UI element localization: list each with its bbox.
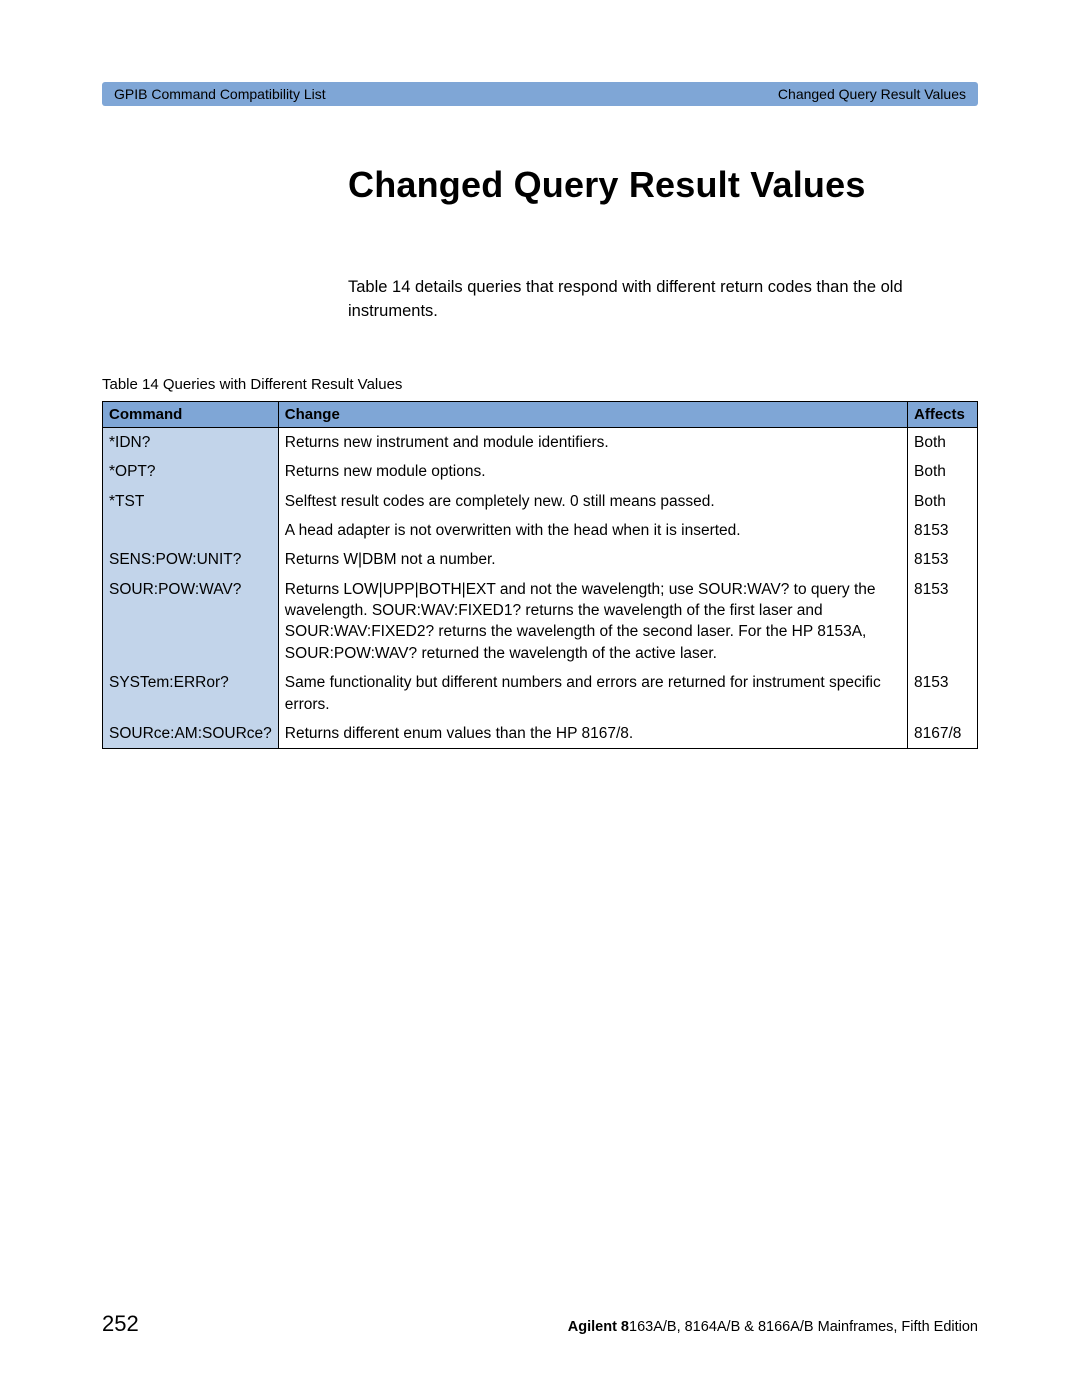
page-footer: 252 Agilent 8163A/B, 8164A/B & 8166A/B M… <box>102 1311 978 1337</box>
col-header-affects: Affects <box>908 401 978 427</box>
cell-command: SENS:POW:UNIT? <box>103 545 279 574</box>
cell-change: Returns W|DBM not a number. <box>278 545 907 574</box>
header-bar: GPIB Command Compatibility List Changed … <box>102 82 978 106</box>
table-row: A head adapter is not overwritten with t… <box>103 516 978 545</box>
cell-affects: 8153 <box>908 545 978 574</box>
page-number: 252 <box>102 1311 139 1337</box>
table-row: *TST Selftest result codes are completel… <box>103 487 978 516</box>
col-header-command: Command <box>103 401 279 427</box>
cell-change: Returns different enum values than the H… <box>278 719 907 749</box>
cell-change: Returns new module options. <box>278 457 907 486</box>
table-row: *OPT? Returns new module options. Both <box>103 457 978 486</box>
cell-affects: 8153 <box>908 668 978 719</box>
cell-command: *TST <box>103 487 279 516</box>
cell-command: SOURce:AM:SOURce? <box>103 719 279 749</box>
intro-paragraph: Table 14 details queries that respond wi… <box>348 276 958 324</box>
cell-command: SOUR:POW:WAV? <box>103 575 279 669</box>
cell-change: Returns LOW|UPP|BOTH|EXT and not the wav… <box>278 575 907 669</box>
table-row: *IDN? Returns new instrument and module … <box>103 427 978 457</box>
cell-change: A head adapter is not overwritten with t… <box>278 516 907 545</box>
cell-command: *IDN? <box>103 427 279 457</box>
table-caption: Table 14 Queries with Different Result V… <box>102 376 978 393</box>
cell-affects: Both <box>908 427 978 457</box>
query-result-table: Command Change Affects *IDN? Returns new… <box>102 401 978 750</box>
table-row: SYSTem:ERRor? Same functionality but dif… <box>103 668 978 719</box>
cell-change: Selftest result codes are completely new… <box>278 487 907 516</box>
table-row: SOUR:POW:WAV? Returns LOW|UPP|BOTH|EXT a… <box>103 575 978 669</box>
header-left-text: GPIB Command Compatibility List <box>114 86 326 102</box>
footer-text: Agilent 8163A/B, 8164A/B & 8166A/B Mainf… <box>568 1319 978 1335</box>
cell-command: SYSTem:ERRor? <box>103 668 279 719</box>
cell-change: Same functionality but different numbers… <box>278 668 907 719</box>
table-row: SENS:POW:UNIT? Returns W|DBM not a numbe… <box>103 545 978 574</box>
header-right-text: Changed Query Result Values <box>778 86 966 102</box>
cell-affects: 8153 <box>908 575 978 669</box>
cell-command: *OPT? <box>103 457 279 486</box>
cell-command <box>103 516 279 545</box>
cell-affects: Both <box>908 487 978 516</box>
table-header-row: Command Change Affects <box>103 401 978 427</box>
cell-affects: 8167/8 <box>908 719 978 749</box>
table-row: SOURce:AM:SOURce? Returns different enum… <box>103 719 978 749</box>
page-heading: Changed Query Result Values <box>348 164 978 206</box>
col-header-change: Change <box>278 401 907 427</box>
cell-affects: Both <box>908 457 978 486</box>
cell-affects: 8153 <box>908 516 978 545</box>
cell-change: Returns new instrument and module identi… <box>278 427 907 457</box>
